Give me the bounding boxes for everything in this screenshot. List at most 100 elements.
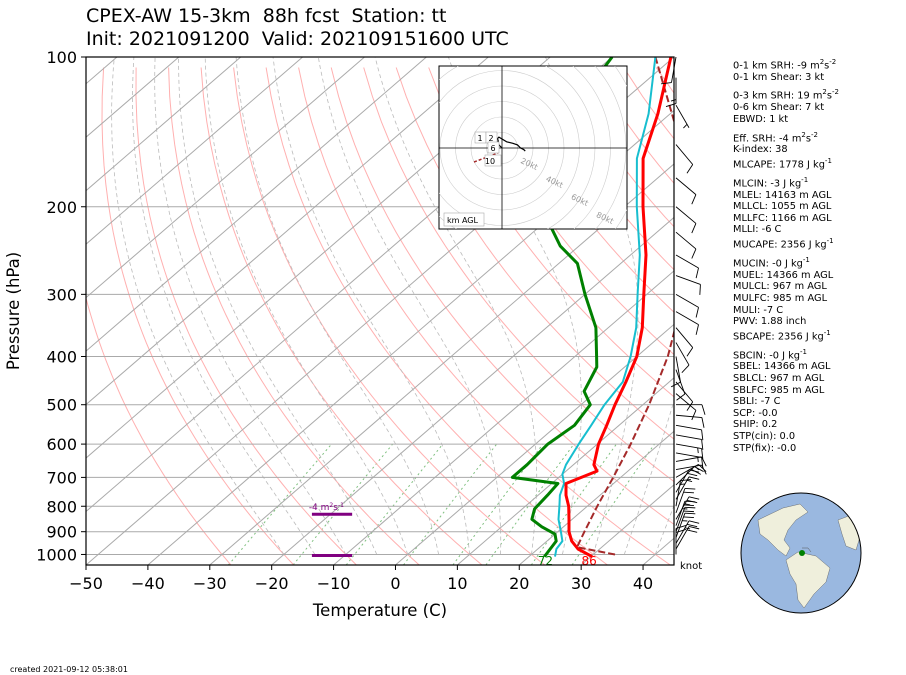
index-row: SBLCL: 967 m AGL <box>733 373 839 385</box>
north-america-land <box>757 503 809 557</box>
isotherm <box>86 57 427 352</box>
wind-barb <box>675 434 704 450</box>
index-label: STP(fix): -0.0 <box>733 442 797 454</box>
index-row: K-index: 38 <box>733 144 839 156</box>
index-row: Eff. SRH: -4 m2s-2 <box>733 130 839 145</box>
wind-barb-shaft <box>675 327 694 348</box>
wind-barb-shaft <box>675 177 697 195</box>
dry-adiabat <box>101 67 295 565</box>
index-row: SCP: -0.0 <box>733 408 839 420</box>
index-row: PWV: 1.88 inch <box>733 316 839 328</box>
wind-barb <box>675 231 697 259</box>
wind-barb-shaft <box>675 275 701 285</box>
wind-barb-flag <box>686 499 698 504</box>
index-row: SBLI: -7 C <box>733 396 839 408</box>
wind-barb-flag <box>701 417 705 428</box>
index-label: 0-1 km SRH: -9 m <box>733 60 820 72</box>
wind-barb-flag <box>701 457 704 468</box>
y-tick-label: 400 <box>46 348 77 367</box>
wind-barb-flag <box>680 478 691 482</box>
y-tick-label: 700 <box>46 468 77 487</box>
index-row: MUCIN: -0 J kg-1 <box>733 255 839 270</box>
y-tick-label: 900 <box>46 523 77 542</box>
srh-label-part: s <box>333 503 338 513</box>
index-sup: -1 <box>800 347 808 356</box>
chart-title-line2: Init: 2021091200 Valid: 202109151600 UTC <box>86 28 509 50</box>
location-globe-map <box>740 492 862 614</box>
wind-barb-shaft <box>675 488 686 514</box>
isotherm <box>518 430 674 565</box>
moist-adiabat <box>374 57 538 555</box>
wind-barb-flag <box>683 491 694 494</box>
index-label: SBLCL: 967 m AGL <box>733 373 825 385</box>
index-sup2: -2 <box>831 88 839 97</box>
wind-barb-shaft <box>675 520 690 544</box>
wind-barb-flag <box>684 512 696 515</box>
index-row: 0-1 km Shear: 3 kt <box>733 72 839 84</box>
index-label: SBCIN: -0 J kg <box>733 349 801 361</box>
wind-barb <box>675 177 697 205</box>
index-label: SBEL: 14366 m AGL <box>733 361 831 373</box>
y-tick-label: 600 <box>46 435 77 454</box>
wind-barb <box>675 476 700 500</box>
index-row: MULI: -7 C <box>733 305 839 317</box>
wind-barb <box>675 393 697 421</box>
moist-adiabat <box>623 57 674 555</box>
index-label2: s <box>824 60 830 72</box>
wind-barb-half <box>684 527 691 530</box>
dry-adiabat <box>460 67 674 356</box>
wind-barb-shaft <box>675 526 690 550</box>
y-tick-label: 100 <box>46 48 77 67</box>
wind-barb <box>675 424 704 441</box>
plot-frame <box>85 56 675 566</box>
wind-barb-half <box>697 456 699 462</box>
wind-barb-flag <box>701 404 706 415</box>
hodograph-legend: km AGL <box>447 216 479 225</box>
hodograph-height-label: 6 <box>490 144 495 153</box>
wetbulb-line <box>554 57 657 557</box>
index-label: MLEL: 14163 m AGL <box>733 189 832 201</box>
index-label: PWV: 1.88 inch <box>733 316 807 328</box>
y-tick-label: 200 <box>46 198 77 217</box>
hodograph-height-box <box>487 141 500 154</box>
x-tick-label: 30 <box>571 574 591 593</box>
moist-adiabat <box>235 57 439 555</box>
moist-adiabat <box>178 57 378 555</box>
wind-barb-shaft <box>675 507 686 532</box>
dry-adiabat <box>363 67 674 483</box>
wind-barb-flag <box>683 516 694 518</box>
wind-barb-half <box>694 466 700 471</box>
wind-barb <box>675 526 700 550</box>
index-label: SHIP: 0.2 <box>733 419 778 431</box>
wind-barb-flag <box>701 439 704 450</box>
y-tick-label: 800 <box>46 497 77 516</box>
index-row: MLCIN: -3 J kg-1 <box>733 175 839 190</box>
index-label: MLLCL: 1055 m AGL <box>733 201 832 213</box>
index-label2: s <box>826 90 832 102</box>
y-tick-label: 300 <box>46 285 77 304</box>
wind-barb <box>675 254 699 279</box>
wind-barb-flag <box>686 347 694 357</box>
wind-barb-flag <box>686 523 698 528</box>
wind-barb-flag <box>683 504 694 506</box>
isotherm <box>147 109 674 565</box>
wind-barb <box>675 452 704 468</box>
x-tick-label: 10 <box>447 574 467 593</box>
wind-barb-flag <box>699 284 701 295</box>
wind-barb-shaft <box>675 496 690 520</box>
dry-adiabat <box>168 67 420 565</box>
index-sup: 2 <box>822 88 827 97</box>
wind-barb-shaft <box>675 464 702 470</box>
moist-adiabat <box>204 57 409 555</box>
isotherm <box>333 270 674 565</box>
x-tick-label: −10 <box>317 574 351 593</box>
isotherm <box>209 163 674 565</box>
wind-barb-flag <box>675 529 687 533</box>
wind-barb-flag <box>686 529 698 533</box>
hodograph-height-box <box>484 154 502 167</box>
wind-barb-shaft <box>675 206 697 224</box>
dry-adiabat <box>135 67 357 565</box>
x-tick-label: 0 <box>390 574 400 593</box>
hodograph-height-label: 2 <box>488 134 493 143</box>
